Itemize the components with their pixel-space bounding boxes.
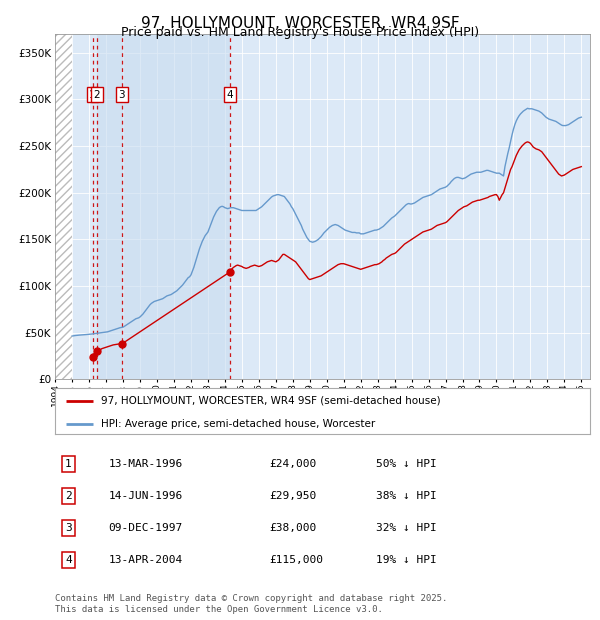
Text: 3: 3 [118,90,125,100]
Text: 3: 3 [65,523,72,533]
Text: £24,000: £24,000 [269,459,316,469]
Text: 13-MAR-1996: 13-MAR-1996 [109,459,183,469]
Text: 2: 2 [94,90,100,100]
Text: £29,950: £29,950 [269,491,316,501]
Text: 13-APR-2004: 13-APR-2004 [109,555,183,565]
Text: 97, HOLLYMOUNT, WORCESTER, WR4 9SF (semi-detached house): 97, HOLLYMOUNT, WORCESTER, WR4 9SF (semi… [101,396,440,405]
Text: 14-JUN-1996: 14-JUN-1996 [109,491,183,501]
Text: £38,000: £38,000 [269,523,316,533]
Text: 50% ↓ HPI: 50% ↓ HPI [376,459,437,469]
Text: 2: 2 [65,491,72,501]
Text: 97, HOLLYMOUNT, WORCESTER, WR4 9SF: 97, HOLLYMOUNT, WORCESTER, WR4 9SF [140,16,460,30]
Text: Contains HM Land Registry data © Crown copyright and database right 2025.
This d: Contains HM Land Registry data © Crown c… [55,595,448,614]
Text: 09-DEC-1997: 09-DEC-1997 [109,523,183,533]
Text: 4: 4 [226,90,233,100]
Text: HPI: Average price, semi-detached house, Worcester: HPI: Average price, semi-detached house,… [101,418,375,429]
Text: 32% ↓ HPI: 32% ↓ HPI [376,523,437,533]
Text: 1: 1 [65,459,72,469]
Text: £115,000: £115,000 [269,555,323,565]
Text: 38% ↓ HPI: 38% ↓ HPI [376,491,437,501]
Text: 4: 4 [65,555,72,565]
Bar [55,34,72,379]
Text: 19% ↓ HPI: 19% ↓ HPI [376,555,437,565]
Bar [97,34,230,379]
Text: Price paid vs. HM Land Registry's House Price Index (HPI): Price paid vs. HM Land Registry's House … [121,26,479,39]
Text: 1: 1 [89,90,96,100]
